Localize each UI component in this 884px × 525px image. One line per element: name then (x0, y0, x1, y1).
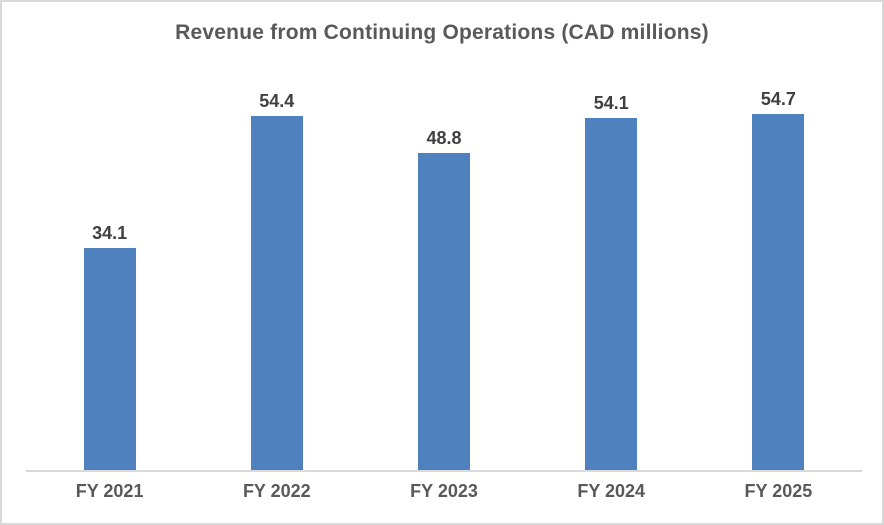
x-tick-label: FY 2025 (744, 481, 813, 501)
bar-group: 54.7 (695, 80, 862, 470)
x-tick-label: FY 2023 (410, 481, 478, 501)
bar (250, 116, 303, 470)
bar-group: 54.4 (193, 80, 360, 470)
chart-title: Revenue from Continuing Operations (CAD … (175, 21, 709, 44)
data-label: 34.1 (92, 223, 128, 244)
x-tick-label: FY 2021 (75, 481, 144, 501)
data-label: 48.8 (426, 127, 462, 148)
x-axis-line (26, 470, 862, 472)
bar-group: 48.8 (360, 80, 527, 470)
x-tick-label: FY 2022 (242, 481, 311, 501)
x-tick-label: FY 2024 (577, 481, 646, 501)
bar (83, 248, 136, 470)
bar (585, 118, 638, 470)
x-axis-labels: FY 2021 FY 2022 FY 2023 FY 2024 FY 2025 (26, 481, 862, 502)
bar (752, 114, 805, 470)
data-label: 54.7 (760, 89, 796, 110)
bar (418, 152, 470, 470)
data-label: 54.1 (593, 93, 629, 114)
bar-group: 34.1 (26, 80, 193, 470)
plot-area: 34.1 54.4 48.8 54.1 54.7 (26, 80, 862, 470)
bar-group: 54.1 (528, 80, 695, 470)
data-label: 54.4 (259, 91, 295, 112)
